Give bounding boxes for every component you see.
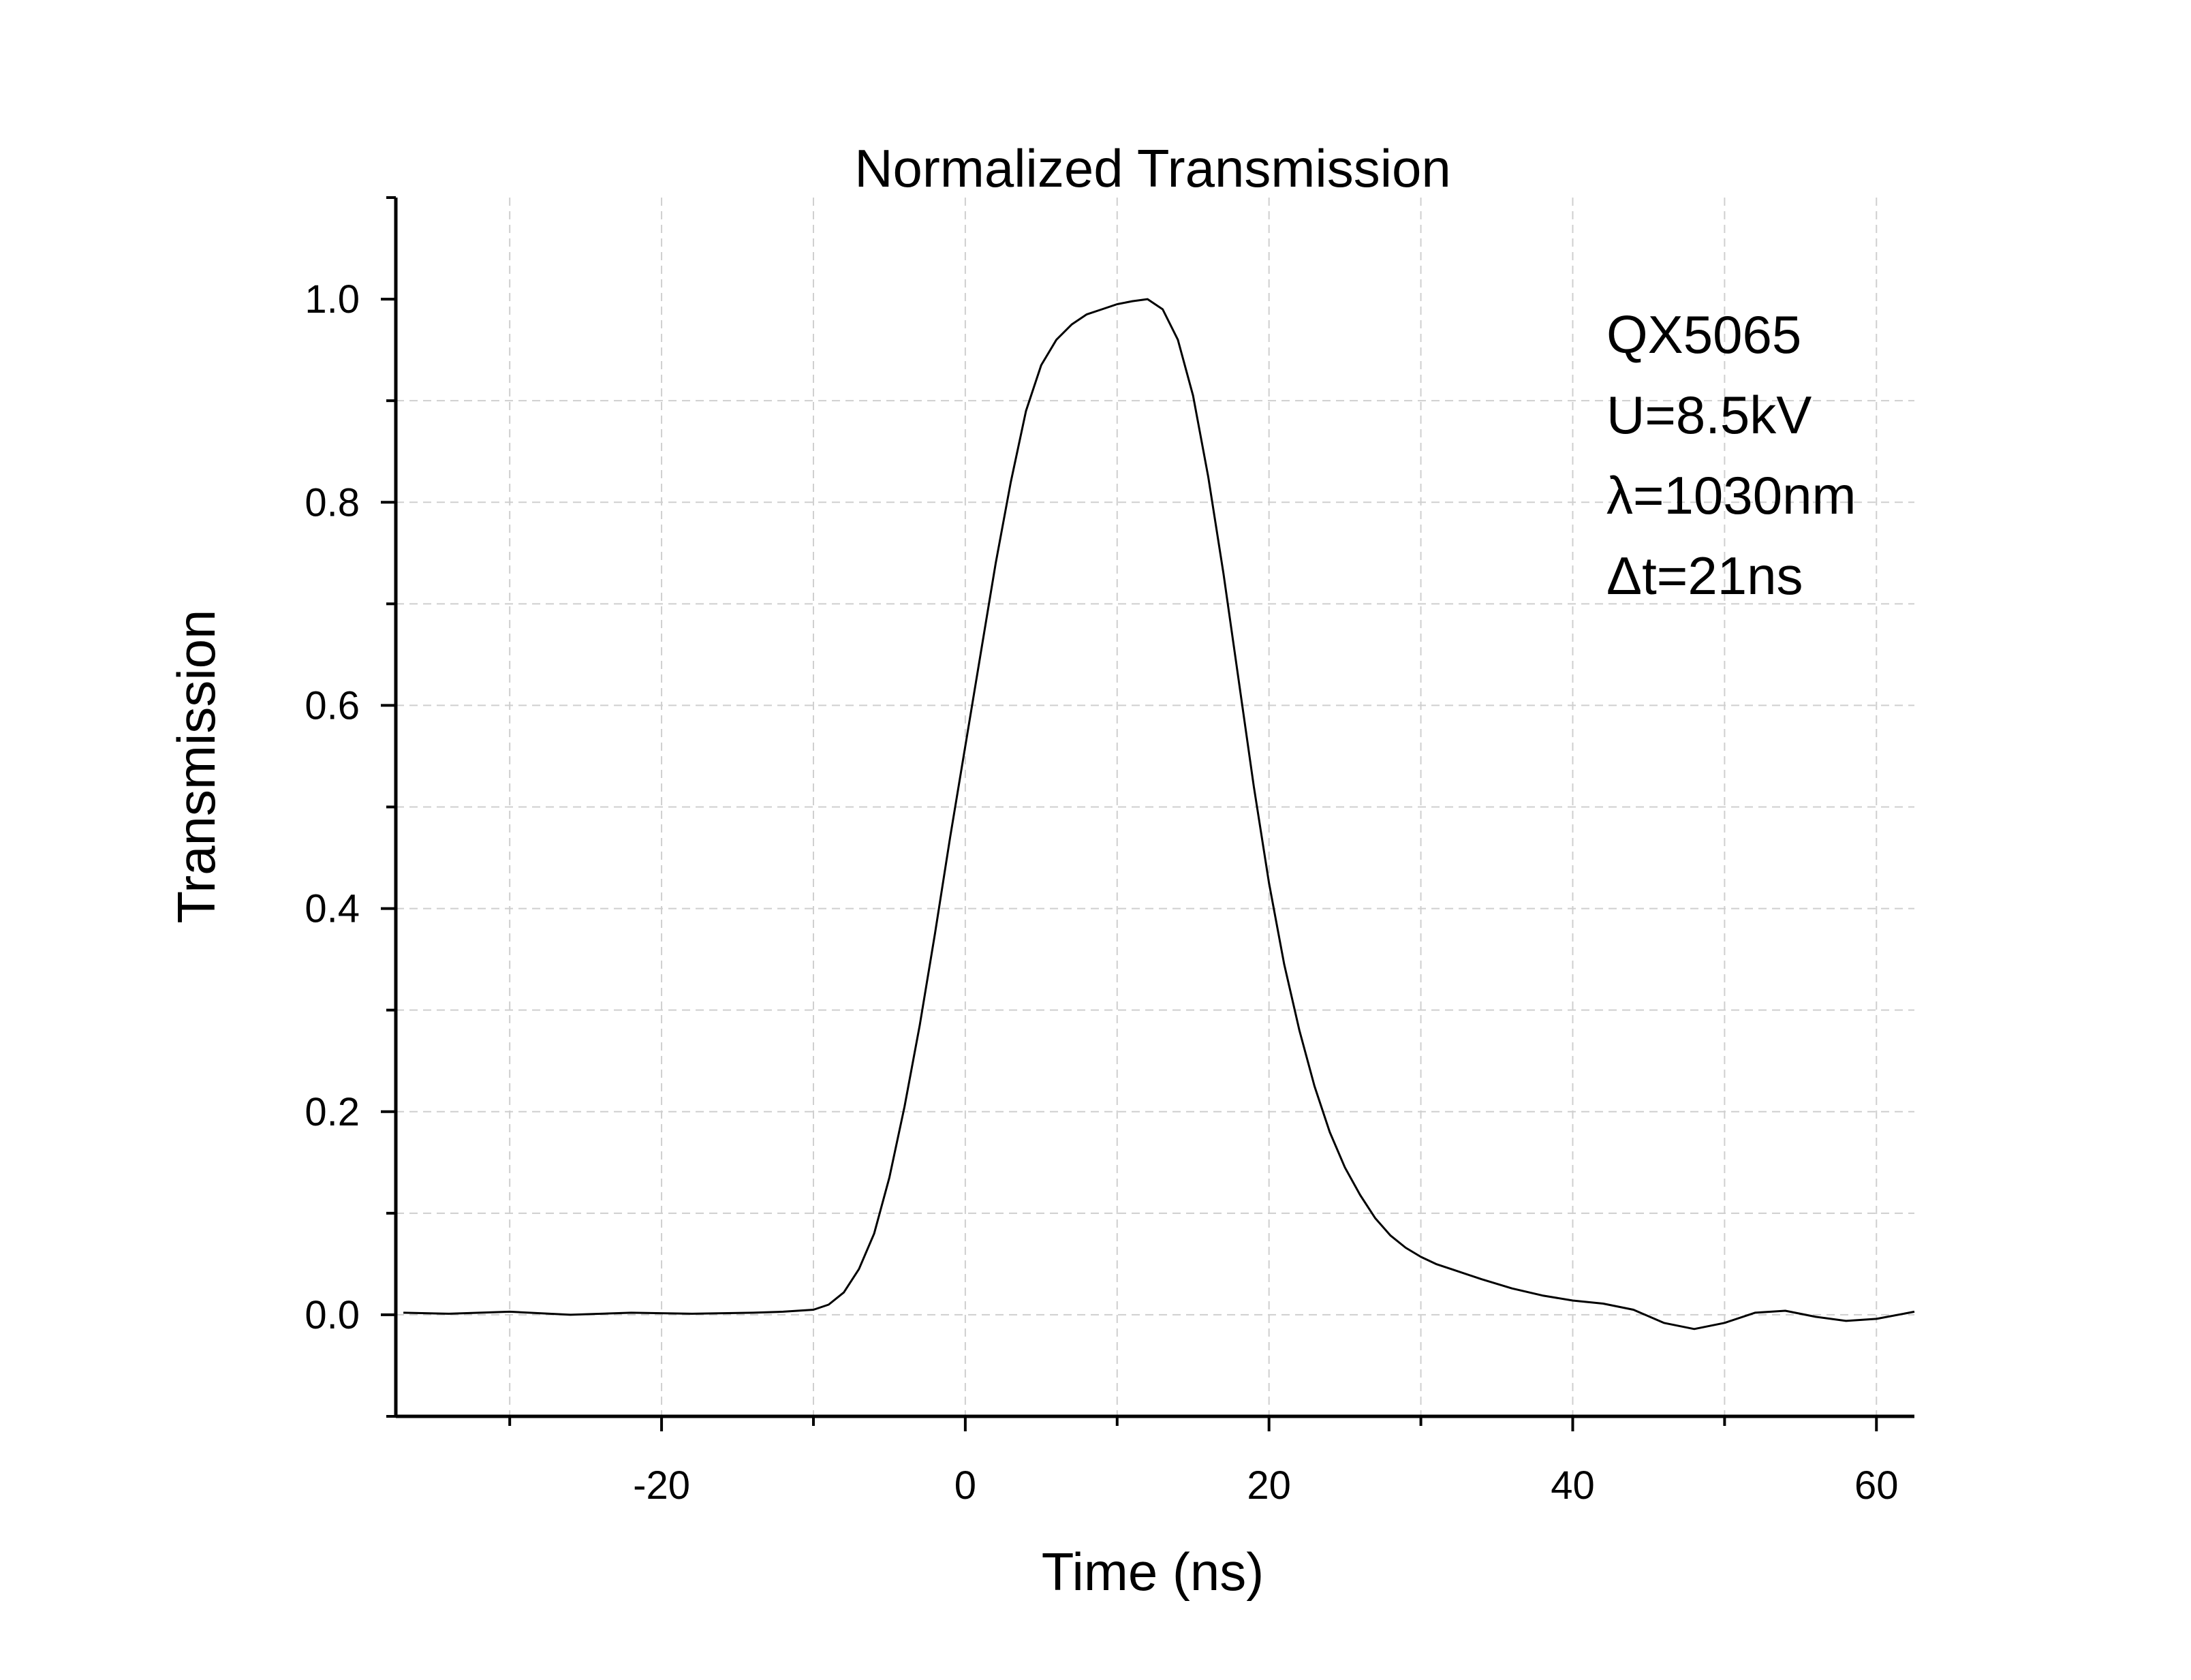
annotation-wavelength: λ=1030nm xyxy=(1606,465,1856,525)
y-tick-label: 0.2 xyxy=(305,1090,360,1134)
y-tick-label: 0.6 xyxy=(305,683,360,728)
x-tick-label: 40 xyxy=(1551,1463,1595,1508)
x-tick-label: 60 xyxy=(1854,1463,1899,1508)
y-axis-title: Transmission xyxy=(166,610,226,924)
x-tick-label: -20 xyxy=(633,1463,690,1508)
y-tick-label: 1.0 xyxy=(305,277,360,322)
annotation-pulse-width: Δt=21ns xyxy=(1606,546,1803,606)
x-axis-title: Time (ns) xyxy=(1042,1542,1264,1602)
y-tick-label: 0.0 xyxy=(305,1293,360,1337)
grid xyxy=(396,198,1914,1416)
annotation-voltage: U=8.5kV xyxy=(1606,385,1812,445)
axes xyxy=(381,196,1914,1431)
annotation-box: QX5065 U=8.5kV λ=1030nm Δt=21ns xyxy=(1606,305,1856,606)
y-tick-label: 0.4 xyxy=(305,887,360,931)
tick-labels: -20 0 20 40 60 0.0 0.2 0.4 0.6 0.8 1.0 xyxy=(305,277,1898,1508)
series-line xyxy=(403,298,1915,1331)
x-tick-label: 20 xyxy=(1247,1463,1291,1508)
series-layer xyxy=(403,298,1915,1331)
annotation-model: QX5065 xyxy=(1606,305,1801,364)
y-tick-label: 0.8 xyxy=(305,480,360,525)
x-tick-label: 0 xyxy=(954,1463,976,1508)
chart-title: Normalized Transmission xyxy=(854,138,1451,198)
